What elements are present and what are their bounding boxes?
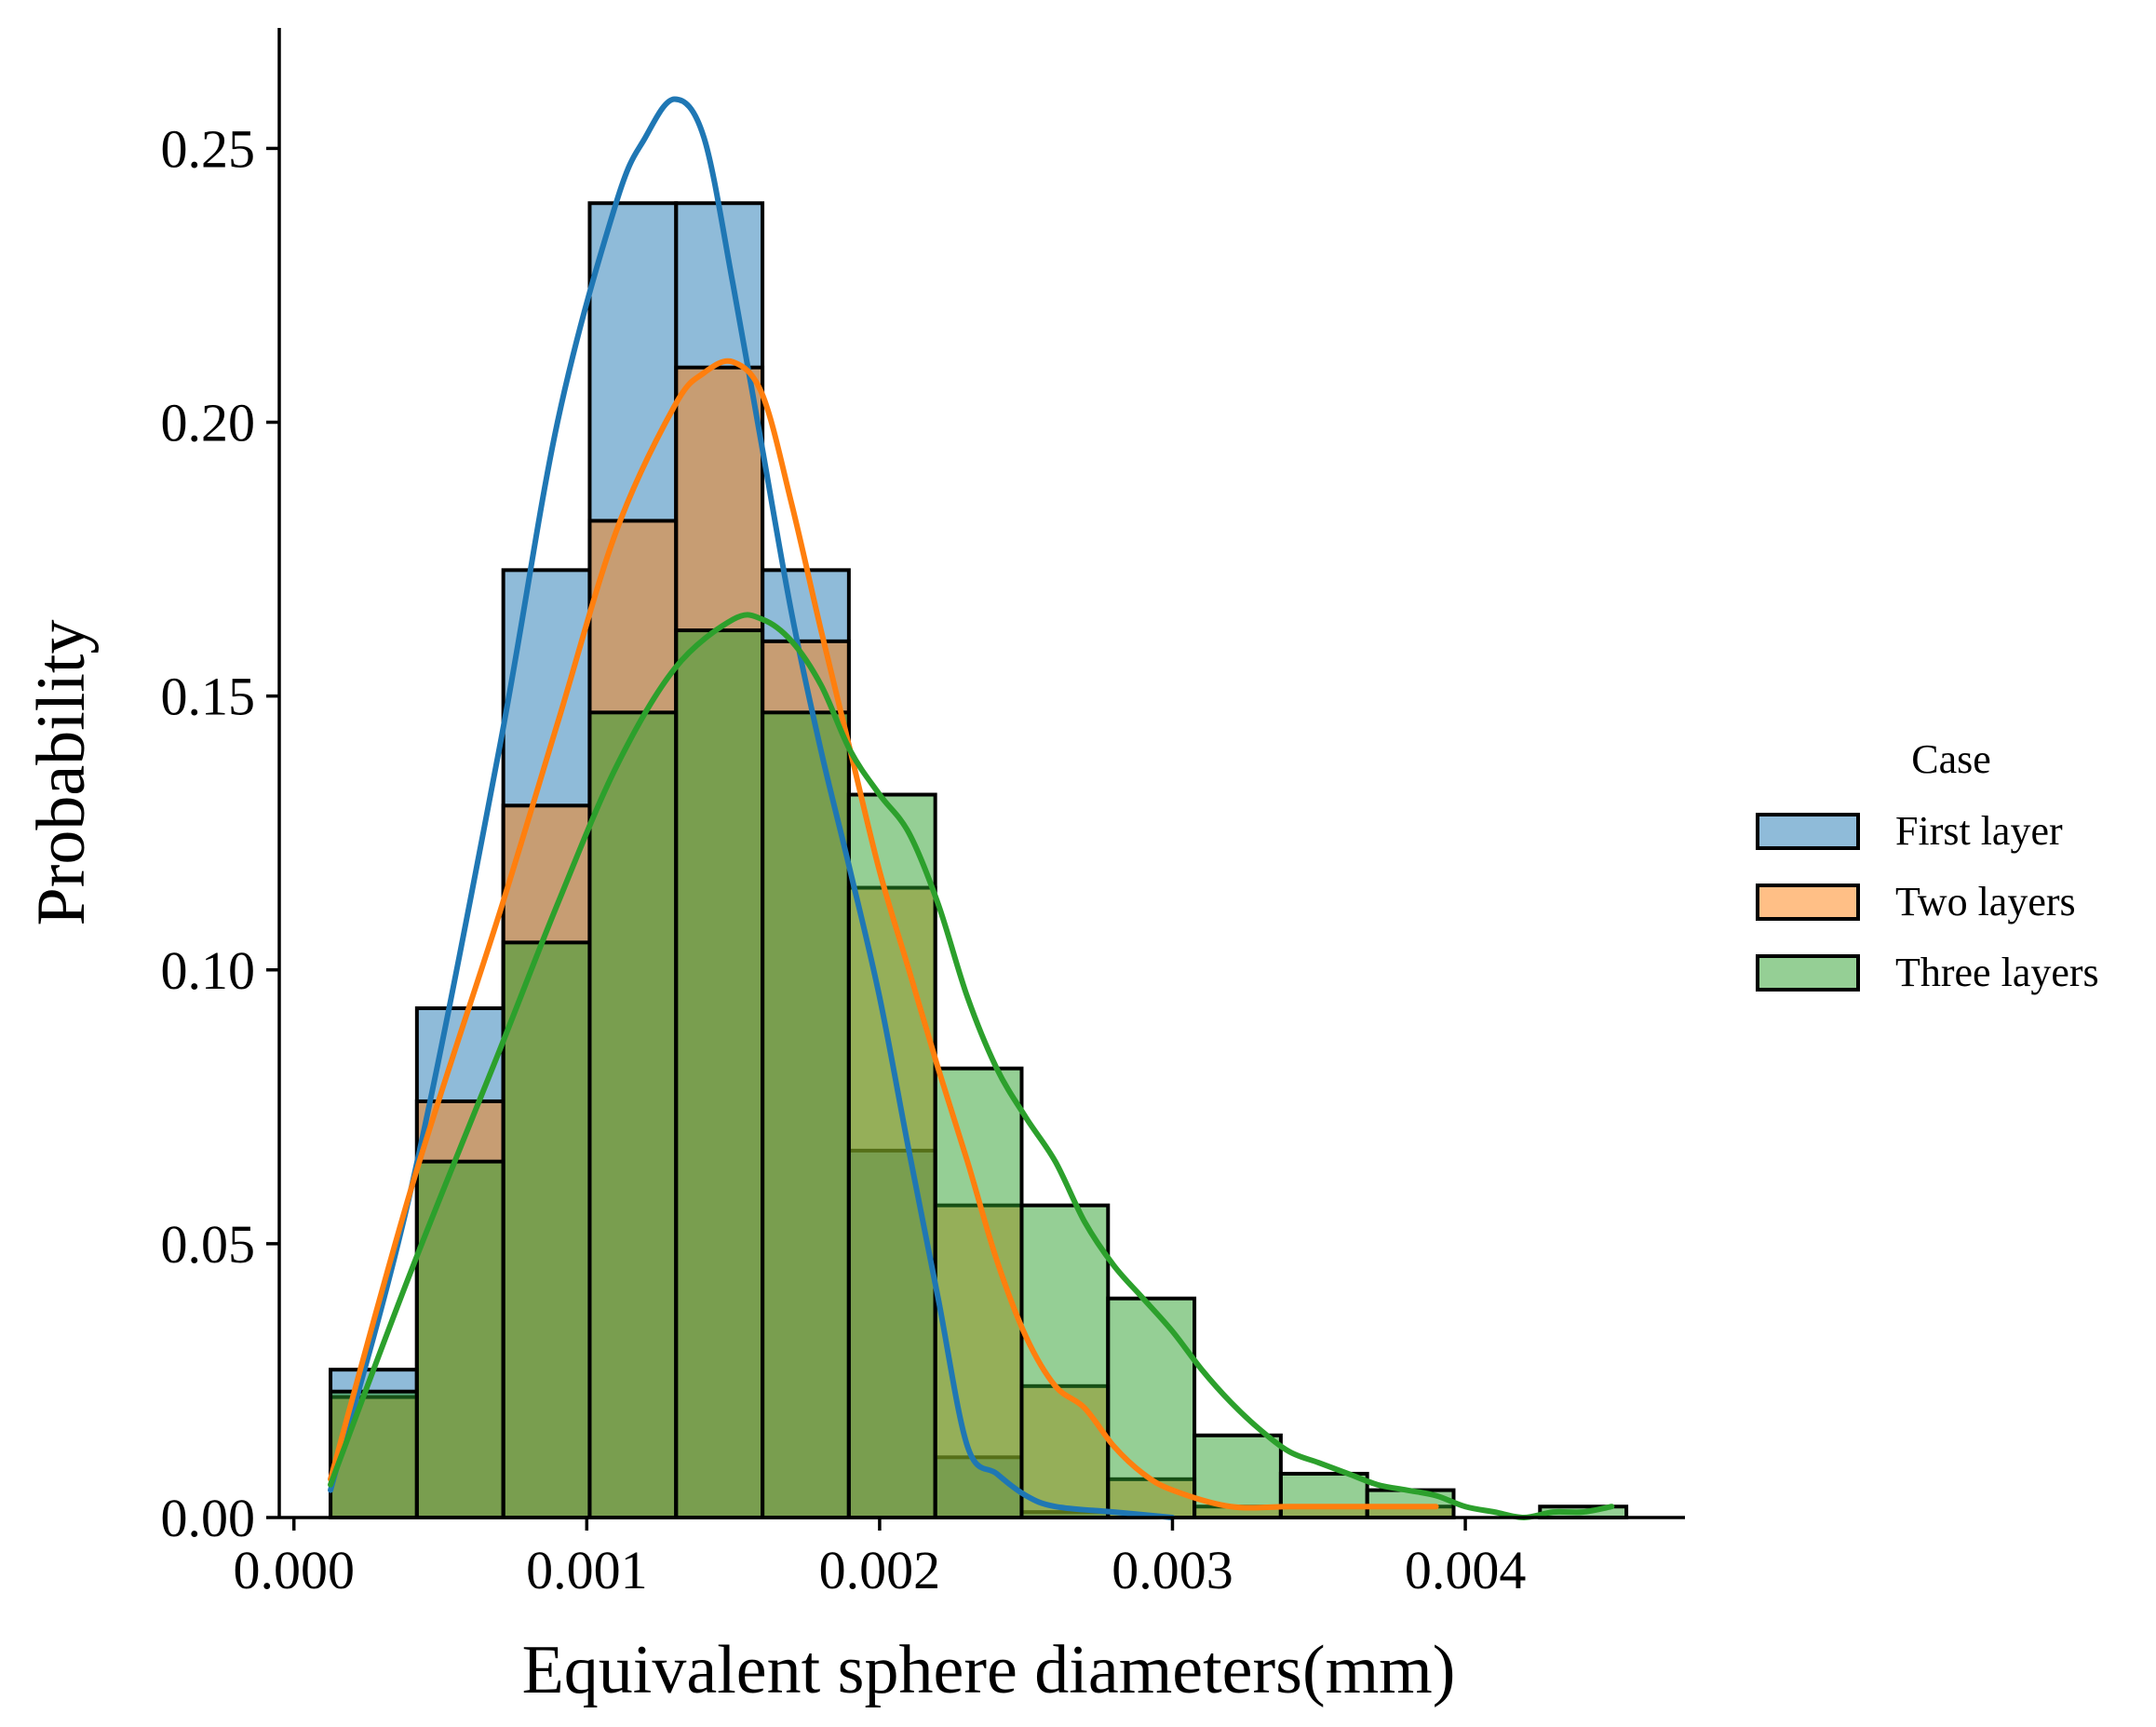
x-axis-title: Equivalent sphere diameters(mm) bbox=[522, 1632, 1456, 1708]
bar bbox=[501, 940, 592, 1519]
ticks-layer: 0.000 0.001 0.002 0.003 0.004 0.00 0.05 0.10 0.1… bbox=[161, 118, 1527, 1600]
x-tick-label: 0.004 bbox=[1405, 1540, 1527, 1600]
legend: Case First layer Two layers Three layers bbox=[1756, 736, 2099, 995]
legend-swatch bbox=[1756, 813, 1860, 850]
bar bbox=[587, 710, 679, 1519]
bar bbox=[761, 710, 851, 1519]
kde-layer bbox=[328, 96, 1615, 1520]
y-axis-title: Probability bbox=[23, 620, 100, 926]
legend-swatch bbox=[1756, 954, 1860, 992]
bar bbox=[674, 628, 765, 1519]
bar bbox=[414, 1159, 505, 1520]
y-tick-label: 0.00 bbox=[161, 1488, 256, 1548]
axes-layer bbox=[277, 28, 1685, 1519]
series-1-kde-line bbox=[328, 96, 1176, 1520]
legend-item: Two layers bbox=[1756, 879, 2076, 924]
x-tick-label: 0.003 bbox=[1112, 1540, 1233, 1600]
legend-item: First layer bbox=[1756, 808, 2063, 854]
legend-label: Three layers bbox=[1895, 950, 2099, 995]
bar bbox=[846, 792, 937, 1519]
y-tick-label: 0.25 bbox=[161, 118, 256, 179]
legend-label: First layer bbox=[1895, 808, 2063, 854]
legend-swatch bbox=[1756, 884, 1860, 921]
legend-title: Case bbox=[1911, 736, 1991, 782]
y-tick-label: 0.15 bbox=[161, 667, 256, 727]
x-tick-label: 0.001 bbox=[526, 1540, 648, 1600]
bar bbox=[1106, 1296, 1197, 1520]
x-tick-label: 0.000 bbox=[233, 1540, 355, 1600]
bar bbox=[1278, 1471, 1369, 1519]
y-tick-label: 0.20 bbox=[161, 393, 256, 453]
y-tick-label: 0.10 bbox=[161, 940, 256, 1001]
legend-item: Three layers bbox=[1756, 950, 2099, 995]
legend-label: Two layers bbox=[1895, 879, 2076, 924]
bar bbox=[1019, 1203, 1111, 1520]
y-tick-label: 0.05 bbox=[161, 1214, 256, 1275]
x-tick-label: 0.002 bbox=[819, 1540, 941, 1600]
series-2-kde-line bbox=[328, 358, 1439, 1511]
series-3-kde-line bbox=[328, 612, 1615, 1520]
bars-layer bbox=[329, 201, 1629, 1520]
